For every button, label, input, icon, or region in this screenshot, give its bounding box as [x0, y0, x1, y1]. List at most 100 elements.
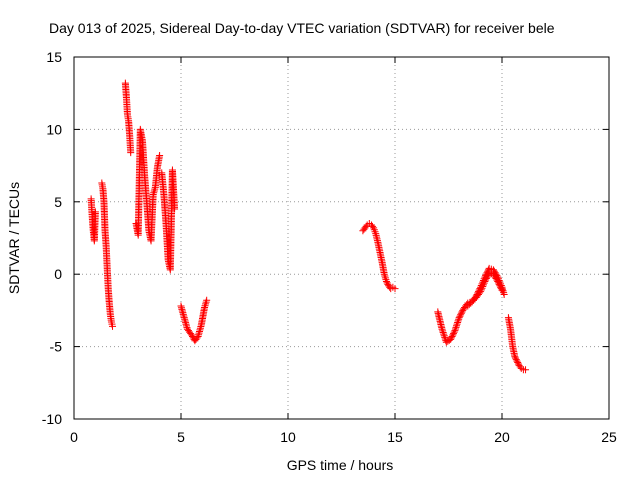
data-point-marker — [384, 280, 392, 288]
x-axis-title: GPS time / hours — [287, 457, 394, 473]
data-point-marker — [453, 322, 461, 330]
chart-title: Day 013 of 2025, Sidereal Day-to-day VTE… — [49, 20, 555, 36]
data-point-marker — [465, 301, 473, 309]
data-point-marker — [202, 298, 210, 306]
data-point-marker — [449, 330, 457, 338]
x-tick-label: 10 — [280, 429, 296, 445]
data-point-marker — [490, 272, 498, 280]
data-point-marker — [514, 359, 522, 367]
data-point-marker — [513, 357, 521, 365]
y-tick-label: 15 — [46, 49, 62, 65]
data-point-marker — [453, 320, 461, 328]
data-point-marker — [151, 185, 159, 193]
data-point-marker — [496, 282, 504, 290]
data-point-marker — [457, 309, 465, 317]
data-point-marker — [522, 366, 530, 374]
data-point-marker — [188, 331, 196, 339]
data-point-marker — [482, 276, 490, 284]
data-point-marker — [511, 353, 519, 361]
data-point-marker — [441, 333, 449, 341]
data-point-marker — [497, 283, 505, 291]
data-point-marker — [478, 284, 486, 292]
x-tick-labels: 0 5 10 15 20 25 — [70, 429, 617, 445]
data-point-marker — [467, 299, 475, 307]
data-point-marker — [480, 279, 488, 287]
data-point-marker — [203, 296, 211, 304]
data-point-marker — [459, 306, 467, 314]
data-point-marker — [382, 276, 390, 284]
data-point-marker — [362, 222, 370, 230]
data-point-marker — [500, 290, 508, 298]
data-point-marker — [482, 275, 490, 283]
data-point-marker — [479, 281, 487, 289]
data-point-marker — [492, 275, 500, 283]
data-point-marker — [91, 208, 99, 216]
y-tick-labels: -10 -5 0 5 10 15 — [42, 49, 62, 427]
x-tick-label: 15 — [387, 429, 403, 445]
x-tick-label: 5 — [177, 429, 185, 445]
data-point-marker — [381, 272, 389, 280]
data-point-marker — [491, 273, 499, 281]
data-point-marker — [477, 288, 485, 296]
data-point-marker — [448, 332, 456, 340]
data-point-marker — [201, 304, 209, 312]
data-point-marker — [156, 151, 164, 159]
grid-lines — [74, 57, 609, 419]
data-point-marker — [454, 319, 462, 327]
data-point-marker — [512, 356, 520, 364]
x-tick-label: 0 — [70, 429, 78, 445]
data-point-marker — [391, 285, 399, 293]
y-tick-label: -10 — [42, 411, 62, 427]
data-point-marker — [458, 308, 466, 316]
data-point-marker — [493, 276, 501, 284]
data-point-marker — [440, 330, 448, 338]
data-point-marker — [476, 289, 484, 297]
x-tick-label: 20 — [494, 429, 510, 445]
data-markers — [87, 79, 530, 374]
data-point-marker — [495, 280, 503, 288]
data-point-marker — [451, 327, 459, 335]
data-point-marker — [494, 277, 502, 285]
data-point-marker — [514, 360, 522, 368]
x-tick-label: 25 — [601, 429, 617, 445]
data-point-marker — [439, 328, 447, 336]
data-point-marker — [438, 325, 446, 333]
data-point-marker — [456, 312, 464, 320]
y-tick-label: -5 — [50, 339, 63, 355]
data-point-marker — [439, 327, 447, 335]
plot-frame — [73, 56, 610, 420]
y-tick-label: 0 — [54, 266, 62, 282]
data-point-marker — [516, 363, 524, 371]
data-point-marker — [127, 149, 135, 157]
data-point-marker — [455, 314, 463, 322]
data-point-marker — [469, 296, 477, 304]
data-point-marker — [477, 286, 485, 294]
data-point-marker — [201, 302, 209, 310]
data-point-marker — [479, 283, 487, 291]
data-point-marker — [447, 334, 455, 342]
data-point-marker — [202, 300, 210, 308]
data-point-marker — [494, 279, 502, 287]
data-point-marker — [498, 286, 506, 294]
data-point-marker — [450, 328, 458, 336]
data-point-marker — [457, 311, 465, 319]
data-point-marker — [381, 274, 389, 282]
data-point-marker — [497, 285, 505, 293]
data-point-marker — [440, 332, 448, 340]
data-point-marker — [149, 191, 157, 199]
data-point-marker — [109, 322, 117, 330]
data-point-marker — [171, 205, 179, 213]
data-point-marker — [383, 279, 391, 287]
y-tick-label: 5 — [54, 194, 62, 210]
data-point-marker — [484, 272, 492, 280]
data-point-marker — [369, 222, 377, 230]
data-point-marker — [464, 302, 472, 310]
data-point-marker — [449, 331, 457, 339]
data-point-marker — [481, 277, 489, 285]
axis-ticks — [73, 56, 610, 420]
data-point-marker — [380, 270, 388, 278]
data-point-marker — [382, 277, 390, 285]
data-point-marker — [468, 298, 476, 306]
y-axis-title: SDTVAR / TECUs — [6, 182, 22, 294]
